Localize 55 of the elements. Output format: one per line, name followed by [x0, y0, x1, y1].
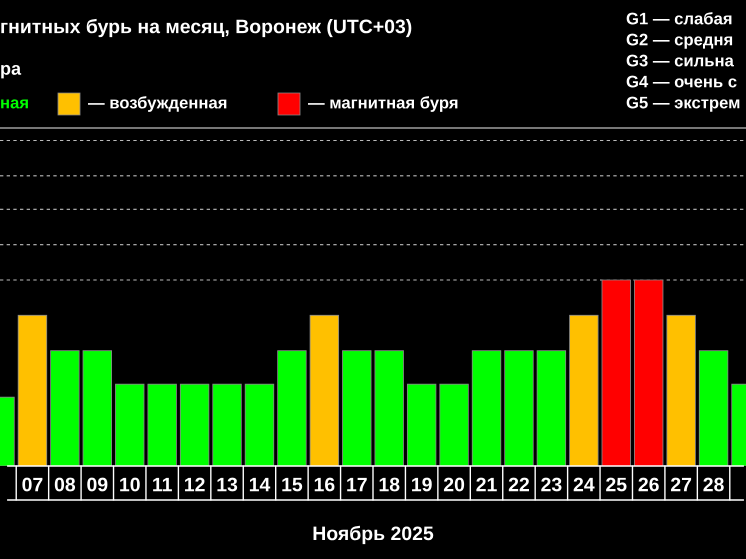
bar — [277, 350, 307, 466]
x-tick-label: 09 — [87, 478, 108, 492]
x-tick-label: 21 — [476, 478, 497, 492]
x-tick-label: 19 — [412, 478, 432, 492]
bar — [569, 314, 599, 466]
bar — [504, 350, 534, 466]
bar — [244, 384, 274, 466]
bar — [342, 350, 372, 466]
x-tick-label: 17 — [347, 478, 367, 492]
bar — [472, 350, 502, 466]
x-tick-label: 13 — [217, 478, 238, 492]
bar — [406, 384, 436, 466]
legend-label: — магнитная буря — [308, 96, 458, 112]
text: G1 — слабая — [626, 12, 732, 24]
legend-label: — возбужденная — [88, 96, 226, 112]
text: ра — [1, 64, 22, 78]
bar — [536, 350, 566, 466]
x-tick-label: 25 — [606, 478, 627, 492]
x-tick-label: 28 — [703, 478, 724, 492]
bar — [18, 314, 48, 466]
x-tick-label: 18 — [380, 478, 400, 492]
text: G3 — сильна — [626, 54, 734, 66]
x-tick-label: 23 — [541, 478, 562, 492]
x-tick-label: 24 — [574, 478, 595, 492]
bar — [212, 384, 242, 466]
x-tick-label: 16 — [314, 478, 334, 492]
bar — [698, 350, 728, 466]
x-tick-label: 10 — [120, 478, 140, 492]
text: ная — [1, 99, 28, 108]
x-tick-label: 08 — [54, 478, 76, 492]
x-tick-label: 07 — [22, 478, 42, 492]
bar — [439, 384, 469, 466]
x-tick-label: 12 — [185, 478, 205, 492]
bar — [602, 280, 631, 466]
text: G5 — экстрем — [626, 96, 740, 112]
bar — [180, 384, 210, 466]
chart-title: гнитных бурь на месяц, Воронеж (UTC+03) — [1, 18, 412, 38]
x-tick-label: 20 — [444, 478, 464, 492]
text: G2 — средня — [626, 34, 732, 49]
x-tick-label: 11 — [153, 478, 172, 492]
bar — [50, 350, 80, 466]
bar — [115, 384, 144, 466]
x-tick-label: 27 — [670, 478, 692, 492]
bar — [374, 350, 404, 466]
bar — [310, 314, 340, 466]
bar — [634, 280, 664, 466]
bar — [82, 350, 112, 466]
bar — [147, 384, 177, 466]
x-tick-label: 14 — [250, 478, 270, 492]
text: G4 — очень с — [626, 76, 737, 88]
bar — [666, 314, 696, 466]
x-tick-label: 15 — [282, 478, 302, 492]
x-tick-label: 22 — [508, 478, 529, 492]
x-tick-label: 26 — [638, 478, 659, 492]
x-axis-title: Ноябрь 2025 — [314, 526, 434, 544]
